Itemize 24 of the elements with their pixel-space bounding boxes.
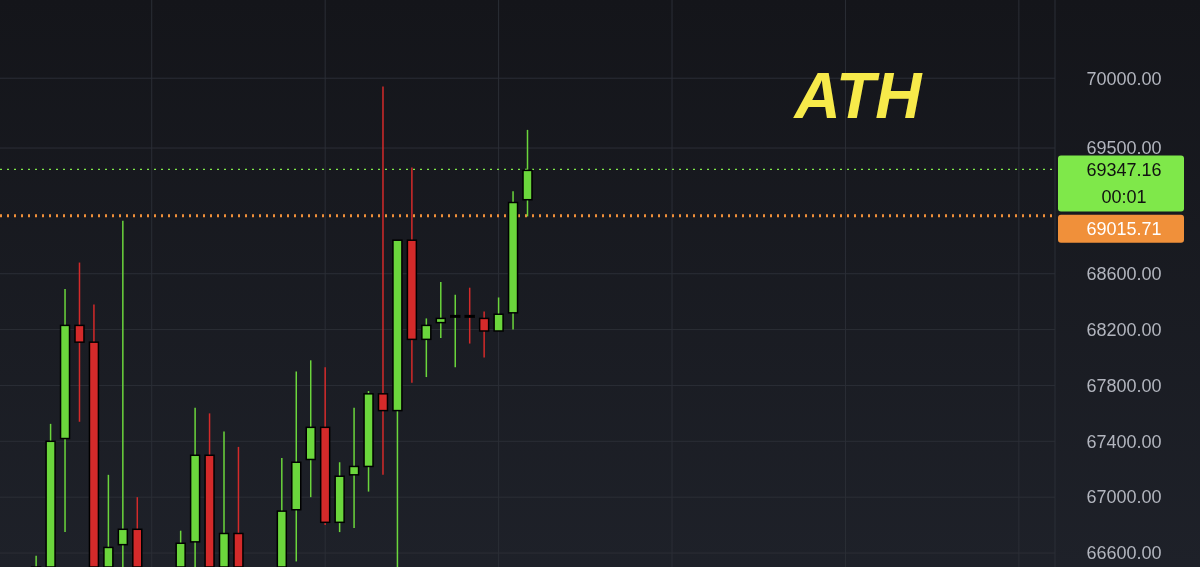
y-tick-label: 69500.00 <box>1086 138 1162 159</box>
candlestick <box>478 310 490 359</box>
annotation: ATH <box>792 60 924 132</box>
candlestick <box>377 85 389 476</box>
candlestick <box>103 474 114 567</box>
y-tick-label: 67400.00 <box>1086 431 1162 452</box>
candlestick <box>464 286 475 345</box>
ref-line-label: 69015.71 <box>1086 218 1162 239</box>
y-tick-label: 66600.00 <box>1086 543 1162 564</box>
candlestick <box>421 317 432 378</box>
y-tick-label: 67000.00 <box>1086 487 1162 508</box>
y-tick-label: 67800.00 <box>1086 375 1162 396</box>
candlestick <box>30 555 42 567</box>
y-tick-label: 70000.00 <box>1086 68 1162 89</box>
candlestick <box>493 296 504 332</box>
text: 00:01 <box>1101 186 1147 207</box>
candlestick <box>348 407 360 529</box>
candlestick <box>175 529 186 567</box>
candlestick <box>117 219 129 567</box>
candlestick <box>450 293 461 369</box>
y-tick-label: 68200.00 <box>1086 319 1162 340</box>
candlestick <box>74 261 85 423</box>
ref-line-label: 69347.16 <box>1086 159 1162 180</box>
y-tick-label: 68600.00 <box>1086 264 1162 285</box>
